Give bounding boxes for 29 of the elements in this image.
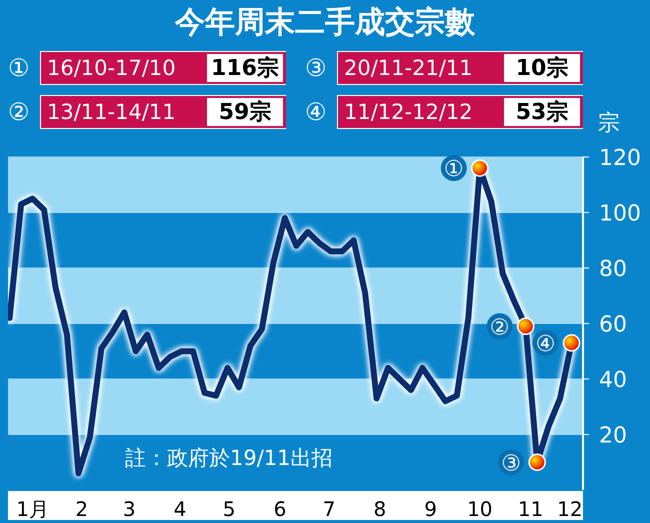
x-tick-label: 3: [122, 497, 136, 521]
annotation: ④: [536, 332, 556, 357]
y-tick-label: 60: [599, 312, 627, 338]
chart-title: 今年周末二手成交宗數: [174, 4, 476, 42]
x-tick-label: 2: [75, 497, 88, 521]
y-tick-label: 120: [599, 146, 641, 171]
text: ② 13/11-14/11 59宗: [8, 98, 272, 126]
x-tick-label: 1月: [16, 497, 49, 521]
annotation: ②: [490, 315, 510, 340]
y-tick-label: 80: [599, 257, 627, 282]
y-tick-label: 100: [599, 202, 641, 226]
x-tick-label: 10: [467, 497, 493, 521]
x-tick-label: 5: [222, 497, 236, 521]
x-tick-label: 9: [424, 497, 438, 521]
y-axis-title: 宗: [598, 110, 620, 138]
x-tick-label: 8: [374, 497, 386, 521]
text: ① 16/10-17/10 116宗: [8, 54, 279, 82]
y-tick-label: 40: [599, 368, 627, 393]
annotation: 註：政府於19/11出招: [125, 445, 333, 472]
text: ③ 20/11-21/11 10宗: [305, 54, 568, 82]
y-tick-label: 20: [599, 424, 627, 448]
x-tick-label: 11: [518, 497, 544, 521]
text: ④ 11/12-12/12 53宗: [305, 98, 568, 126]
x-tick-label: 4: [174, 497, 186, 521]
annotation: ③: [501, 451, 521, 476]
x-tick-label: 6: [274, 497, 286, 521]
x-tick-label: 7: [322, 497, 336, 521]
x-tick-label: 12: [557, 497, 583, 521]
annotation: ①: [444, 157, 464, 182]
